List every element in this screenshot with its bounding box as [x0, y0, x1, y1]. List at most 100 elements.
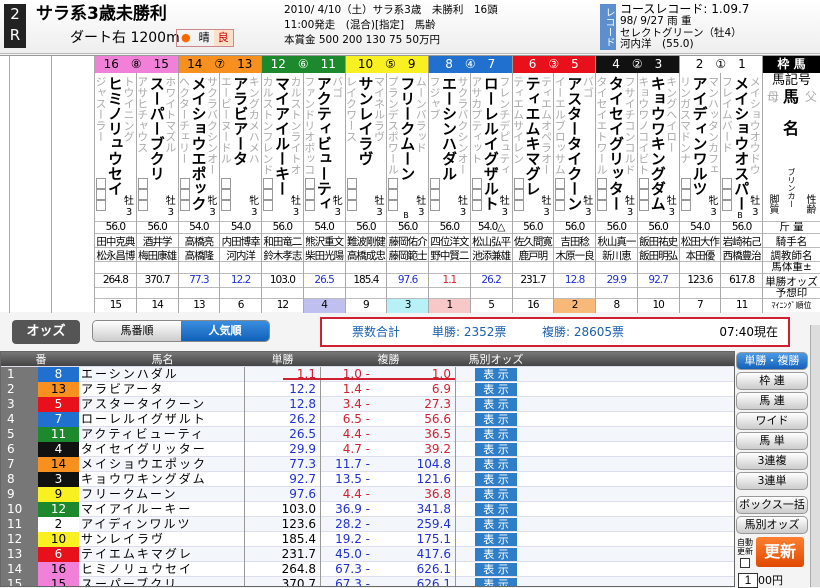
bet-type-button[interactable]: 3連複 [736, 452, 808, 470]
odds-row[interactable]: 1 8 エーシンハダル 1.1 1.0 -1.0 表 示 [1, 367, 734, 382]
dam-name: イーエルブロッサム [553, 76, 567, 175]
show-horse-odds-button[interactable]: 表 示 [475, 398, 517, 411]
horse-column[interactable]: タイセイエトワール タイセイグリッター フサイチコンコルド牡 3 56.0 秋山真一 新川恵… [595, 56, 638, 313]
bet-type-button[interactable]: 馬 連 [736, 392, 808, 410]
show-horse-odds-button[interactable]: 表 示 [475, 503, 517, 516]
bet-type-button[interactable]: ボックス一括 [736, 496, 808, 514]
sort-by-popularity-button[interactable]: 人気順 [181, 321, 269, 341]
sire-name: トウイニング [122, 76, 135, 142]
win-odds: 26.2 [244, 412, 321, 427]
horse-column[interactable]: キョウワノコイビト キョウワキングダム キングヘイロー牡 3 56.0 飯田祐史 飯田明弘 9… [637, 56, 680, 313]
show-horse-odds-button[interactable]: 表 示 [475, 563, 517, 576]
odds-row[interactable]: 15 15 スーパーブクリ 370.7 67.3 -626.1 表 示 [1, 577, 734, 587]
horse-column[interactable]: カルストンフレンド マイアイルーキー カルストンライトオ牡 3 56.0 和田竜二 鈴木孝志… [261, 56, 304, 313]
horse-number: 4 [38, 442, 79, 457]
horse-name: キョウワキングダム [81, 472, 207, 486]
odds-row[interactable]: 12 10 サンレイラヴ 185.4 19.2 -175.1 表 示 [1, 532, 734, 547]
mark-box [221, 200, 232, 211]
horse-name: テイエムキマグレ [81, 547, 193, 561]
horse-column[interactable]: エービーヌードル アラビアータ キングカメハメハ牝 3 54.0 内田博幸 河内洋 12.2 6 [219, 56, 262, 313]
show-horse-odds-button[interactable]: 表 示 [475, 458, 517, 471]
odds-row[interactable]: 11 2 アイディンワルツ 123.6 28.2 -259.4 表 示 [1, 517, 734, 532]
place-odds: 4.4 -36.8 [321, 487, 456, 502]
horse-column[interactable]: ティエムサイレン ティエムキマグレ ティエムオペラオー牡 3 56.0 佐久間寛 鹿戸明 23… [512, 56, 555, 313]
show-horse-odds-button[interactable]: 表 示 [475, 473, 517, 486]
win-odds: 1.1 [244, 367, 321, 382]
mining-rank: 2 [554, 298, 595, 313]
update-button[interactable]: 更新 [756, 537, 804, 567]
odds-row[interactable]: 2 13 アラビアータ 12.2 1.4 -6.9 表 示 [1, 382, 734, 397]
race-name: サラ系3歳未勝利 [36, 4, 167, 24]
prediction-mark [637, 287, 679, 298]
show-horse-odds-button[interactable]: 表 示 [475, 518, 517, 531]
bet-type-button[interactable]: 3連単 [736, 472, 808, 490]
horse-name: マイアイルーキー [273, 76, 291, 196]
horse-column[interactable]: プランデスポワール フリークムーン ムーンバラッド B 牡 3 56.0 藤岡佑介 藤岡範士 97… [386, 56, 429, 313]
show-horse-odds-button[interactable]: 表 示 [475, 533, 517, 546]
horse-column[interactable]: アサヒチャウス スーパーブクリ ホワイトマズル牡 3 56.0 酒井学 梅田康雄 370.7 1… [136, 56, 179, 313]
odds-row[interactable]: 8 3 キョウワキングダム 92.7 13.5 -121.6 表 示 [1, 472, 734, 487]
trainer: 藤岡範士 [387, 247, 428, 261]
prediction-mark [721, 287, 762, 298]
win-odds: 103.0 [262, 273, 303, 287]
odds-row[interactable]: 5 11 アクティビューティ 26.5 4.4 -36.5 表 示 [1, 427, 734, 442]
auto-update-checkbox[interactable] [740, 558, 750, 568]
bet-type-button[interactable]: 馬 単 [736, 432, 808, 450]
show-horse-odds-button[interactable]: 表 示 [475, 443, 517, 456]
show-horse-odds-button[interactable]: 表 示 [475, 383, 517, 396]
odds-row[interactable]: 4 7 ローレルイグザルト 26.2 6.5 -56.6 表 示 [1, 412, 734, 427]
mark-box [388, 200, 399, 211]
mark-box [638, 189, 649, 200]
sire-name: キングヘイロー [664, 76, 678, 153]
win-odds: 77.3 [178, 273, 220, 287]
mark-box [430, 178, 440, 189]
jockey: 秋山真一 [596, 233, 637, 247]
show-horse-odds-button[interactable]: 表 示 [475, 428, 517, 441]
mining-rank: 13 [178, 298, 220, 313]
horse-column[interactable]: ジャスーラー ヒミノリュウセイ トウイニング牡 3 56.0 田中克典 松永昌博 264.8 1… [94, 56, 137, 313]
sun-icon: ● [181, 31, 191, 44]
mark-box [96, 178, 106, 189]
prediction-mark [429, 287, 470, 298]
show-horse-odds-button[interactable]: 表 示 [475, 368, 517, 381]
scrollbar[interactable] [810, 325, 820, 587]
horse-name: アスタータイクーン [81, 397, 207, 411]
horse-name: メイショウエポック [81, 457, 208, 471]
horse-column[interactable]: リンガスマドンナ アイディンワルツ マンハッタンカフェ牝 3 54.0 松田大作 本田優 12… [679, 56, 722, 313]
odds-row[interactable]: 10 12 マイアイルーキー 103.0 36.9 -341.8 表 示 [1, 502, 734, 517]
odds-button[interactable]: オッズ [12, 320, 80, 344]
bet-type-button[interactable]: 馬別オッズ [736, 516, 808, 534]
odds-row[interactable]: 6 4 タイセイグリッター 29.9 4.7 -39.2 表 示 [1, 442, 734, 457]
horse-column[interactable]: アサカプティット ローレルイグザルト フレンチデピュティ牡 3 54.0△ 松山弘平 池添兼… [470, 56, 513, 313]
bet-type-button[interactable]: ワイド [736, 412, 808, 430]
sort-by-number-button[interactable]: 馬番順 [93, 321, 181, 341]
mining-rank: 11 [721, 298, 762, 313]
sire-name: マイネルラヴ [372, 76, 386, 142]
horse-column[interactable]: フレイムバード メイショウオスパー メイショウオウドウ B 牡 3 56.0 岩崎祐己 西橋豊治… [720, 56, 763, 313]
carried-weight: 54.0 [679, 221, 721, 233]
mark-box [555, 189, 566, 200]
show-horse-odds-button[interactable]: 表 示 [475, 413, 517, 426]
horse-column[interactable]: イーエルブロッサム アスタータイクーン バゴ牡 3 56.0 吉田稔 木原一良 12.8 2 [553, 56, 596, 313]
odds-row[interactable]: 9 9 フリークムーン 97.6 4.4 -36.8 表 示 [1, 487, 734, 502]
show-horse-odds-button[interactable]: 表 示 [475, 548, 517, 561]
horse-column[interactable]: レイクワース サンレイラヴ マイネルラヴ牡 3 56.0 難波剛健 高橋成忠 185.4 9 [345, 56, 388, 313]
mining-rank: 9 [345, 298, 387, 313]
odds-row[interactable]: 14 16 ヒミノリュウセイ 264.8 67.3 -626.1 表 示 [1, 562, 734, 577]
bet-type-button[interactable]: 単勝・複勝 [736, 352, 808, 370]
odds-row[interactable]: 7 14 メイショウエポック 77.3 11.7 -104.8 表 示 [1, 457, 734, 472]
horse-name: スーパーブクリ [81, 577, 179, 587]
horse-column[interactable]: ファンドリオボッコ アクティビューティ バゴ牝 3 54.0 熊沢重文 柴田光陽 26.5 4 [303, 56, 346, 313]
jockey: 内田博幸 [220, 233, 261, 247]
horse-column[interactable]: ヘクターチェリー メイショウエポック サクラバクシンオー牝 3 54.0 高橋亮 高橋隆 77… [178, 56, 221, 313]
odds-row[interactable]: 13 6 テイエムキマグレ 231.7 45.0 -417.6 表 示 [1, 547, 734, 562]
show-horse-odds-button[interactable]: 表 示 [475, 578, 517, 586]
mark-box [179, 189, 190, 200]
show-horse-odds-button[interactable]: 表 示 [475, 488, 517, 501]
horse-column[interactable]: フジャブ エーシンハダル サクラバクシンオー牡 3 56.0 四位洋文 野中賢二 1.1 1 [428, 56, 471, 313]
bet-type-button[interactable]: 枠 連 [736, 372, 808, 390]
amount-input[interactable] [738, 572, 758, 588]
odds-row[interactable]: 3 5 アスタータイクーン 12.8 3.4 -27.3 表 示 [1, 397, 734, 412]
